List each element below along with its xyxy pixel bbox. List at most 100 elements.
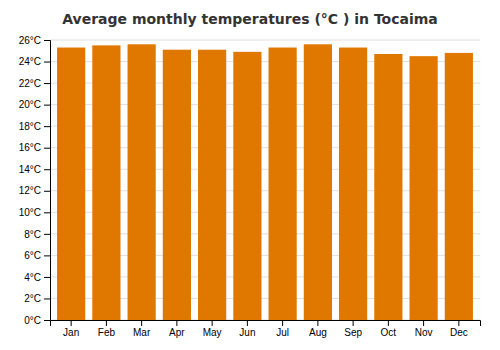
x-tick: Aug bbox=[309, 320, 327, 338]
x-tick-mark bbox=[282, 320, 283, 326]
bar bbox=[339, 48, 367, 320]
x-axis: Jan Feb Mar Apr May Jun Jul Aug Sep Oct Nov Dec bbox=[51, 320, 481, 338]
x-tick: Mar bbox=[133, 320, 151, 338]
y-tick: 18°C bbox=[19, 121, 50, 132]
y-tick-label: 2°C bbox=[24, 293, 41, 304]
bar bbox=[198, 50, 226, 320]
y-tick: 16°C bbox=[19, 142, 50, 153]
y-tick: 22°C bbox=[19, 78, 50, 89]
y-tick-mark bbox=[44, 62, 50, 63]
y-tick-mark bbox=[44, 126, 50, 127]
y-tick-label: 10°C bbox=[19, 207, 41, 218]
y-tick-mark bbox=[44, 105, 50, 106]
bar bbox=[410, 56, 438, 320]
y-tick-mark bbox=[44, 83, 50, 84]
x-tick-label: Oct bbox=[381, 327, 397, 338]
x-tick-label: Feb bbox=[98, 327, 116, 338]
y-tick: 8°C bbox=[24, 229, 50, 240]
y-tick-mark bbox=[44, 320, 50, 321]
y-tick-label: 22°C bbox=[19, 78, 41, 89]
y-tick: 24°C bbox=[19, 56, 50, 67]
grid bbox=[50, 40, 480, 320]
y-tick-mark bbox=[44, 298, 50, 299]
y-tick-label: 14°C bbox=[19, 164, 41, 175]
y-tick-label: 20°C bbox=[19, 99, 41, 110]
y-tick: 26°C bbox=[19, 35, 50, 46]
x-tick: Sep bbox=[344, 320, 362, 338]
y-tick-mark bbox=[44, 255, 50, 256]
x-tick: Jan bbox=[63, 320, 79, 338]
title: Average monthly temperatures (°C ) in To… bbox=[62, 11, 438, 27]
bar bbox=[445, 53, 473, 320]
x-tick-mark bbox=[71, 320, 72, 326]
x-tick: Apr bbox=[169, 320, 185, 338]
x-tick-label: Aug bbox=[309, 327, 327, 338]
x-tick-mark bbox=[247, 320, 248, 326]
y-tick-mark bbox=[44, 212, 50, 213]
x-tick-label: Jul bbox=[276, 327, 289, 338]
y-tick-label: 6°C bbox=[24, 250, 41, 261]
x-tick-mark bbox=[388, 320, 389, 326]
x-tick-mark bbox=[106, 320, 107, 326]
x-tick-mark bbox=[317, 320, 318, 326]
y-tick-label: 8°C bbox=[24, 229, 41, 240]
x-tick-label: Apr bbox=[169, 327, 185, 338]
bar bbox=[233, 52, 261, 320]
bar bbox=[57, 48, 85, 320]
bar bbox=[269, 48, 297, 320]
bar bbox=[128, 44, 156, 320]
bar bbox=[92, 45, 120, 320]
y-tick: 20°C bbox=[19, 99, 50, 110]
y-tick-label: 16°C bbox=[19, 142, 41, 153]
x-tick-mark bbox=[458, 320, 459, 326]
y-tick-label: 26°C bbox=[19, 35, 41, 46]
plot: 0°C 2°C 4°C 6°C 8°C 10°C 12°C 14°C 16°C 18°C 20°C 2… bbox=[19, 35, 481, 338]
x-tick: Oct bbox=[381, 320, 397, 338]
y-tick: 6°C bbox=[24, 250, 50, 261]
x-tick-label: Jan bbox=[63, 327, 79, 338]
y-tick-mark bbox=[44, 148, 50, 149]
y-tick-mark bbox=[44, 169, 50, 170]
y-axis: 0°C 2°C 4°C 6°C 8°C 10°C 12°C 14°C 16°C 18°C 20°C 2… bbox=[19, 35, 51, 326]
x-tick: Feb bbox=[98, 320, 116, 338]
y-tick-label: 0°C bbox=[24, 315, 41, 326]
y-tick: 12°C bbox=[19, 185, 50, 196]
x-tick-mark bbox=[353, 320, 354, 326]
bar bbox=[374, 54, 402, 320]
x-tick-mark bbox=[212, 320, 213, 326]
y-tick-label: 18°C bbox=[19, 121, 41, 132]
bars bbox=[57, 44, 473, 320]
x-tick-label: Sep bbox=[344, 327, 362, 338]
y-tick: 2°C bbox=[24, 293, 50, 304]
x-tick-mark bbox=[423, 320, 424, 326]
x-tick-label: Nov bbox=[415, 327, 433, 338]
y-tick-label: 12°C bbox=[19, 185, 41, 196]
x-tick-label: May bbox=[203, 327, 222, 338]
y-tick: 0°C bbox=[24, 315, 50, 326]
y-tick-mark bbox=[44, 277, 50, 278]
x-tick-label: Dec bbox=[450, 327, 468, 338]
x-tick: Nov bbox=[415, 320, 433, 338]
y-tick-mark bbox=[44, 191, 50, 192]
chart: 0°C 2°C 4°C 6°C 8°C 10°C 12°C 14°C 16°C 18°C 20°C 2… bbox=[0, 0, 500, 350]
bar bbox=[163, 50, 191, 320]
x-tick: May bbox=[203, 320, 222, 338]
x-axis-line bbox=[51, 321, 481, 327]
x-tick-label: Jun bbox=[239, 327, 255, 338]
y-tick: 10°C bbox=[19, 207, 50, 218]
y-axis-line bbox=[44, 41, 51, 321]
x-tick: Dec bbox=[450, 320, 468, 338]
y-tick-mark bbox=[44, 40, 50, 41]
x-tick: Jul bbox=[276, 320, 289, 338]
grid-line bbox=[50, 40, 480, 41]
x-tick: Jun bbox=[239, 320, 255, 338]
y-tick: 4°C bbox=[24, 272, 50, 283]
x-tick-mark bbox=[141, 320, 142, 326]
y-tick-label: 4°C bbox=[24, 272, 41, 283]
bar bbox=[304, 44, 332, 320]
y-tick: 14°C bbox=[19, 164, 50, 175]
y-tick-mark bbox=[44, 234, 50, 235]
x-tick-mark bbox=[176, 320, 177, 326]
x-tick-label: Mar bbox=[133, 327, 151, 338]
y-tick-label: 24°C bbox=[19, 56, 41, 67]
